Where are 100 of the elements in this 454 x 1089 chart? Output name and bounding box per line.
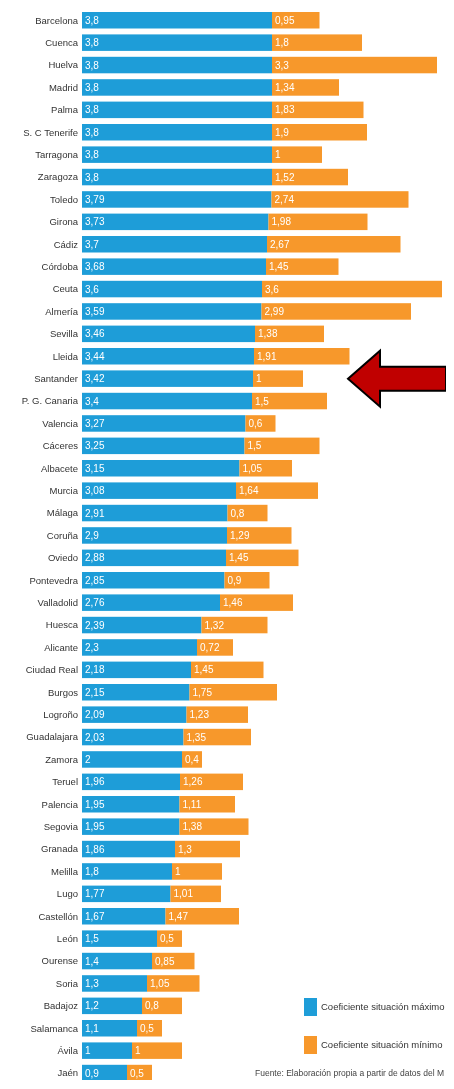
bar	[272, 56, 437, 74]
data-label: 3,3	[275, 59, 290, 71]
data-label: 1,45	[229, 552, 249, 564]
y-tick-label: Ávila	[57, 1044, 79, 1056]
data-label: 1,8	[275, 37, 290, 49]
y-tick-label: Tarragona	[35, 148, 79, 160]
data-label: 2,99	[264, 305, 285, 317]
y-tick-label: Palencia	[41, 798, 79, 810]
data-label: 1,5	[255, 395, 270, 407]
data-label: 3,8	[85, 126, 100, 138]
bar	[267, 236, 401, 253]
bar	[262, 280, 442, 298]
bar	[82, 616, 202, 634]
data-label: 3,4	[85, 395, 100, 407]
y-tick-label: Huelva	[48, 59, 79, 71]
bar	[82, 594, 220, 611]
data-label: 1,5	[247, 440, 262, 452]
data-label: 3,8	[85, 59, 100, 71]
data-label: 2	[85, 753, 91, 765]
y-tick-label: Murcia	[49, 484, 79, 496]
data-label: 1,01	[173, 888, 194, 900]
data-label: 3,6	[85, 283, 100, 295]
data-label: 2,03	[85, 731, 105, 743]
data-label: 1,2	[85, 1000, 100, 1012]
bar	[165, 908, 239, 925]
y-tick-label: Barcelona	[35, 14, 79, 26]
data-label: 1,05	[242, 462, 263, 474]
bar	[82, 840, 175, 858]
bar	[82, 751, 182, 768]
bar	[244, 437, 320, 455]
data-label: 3,25	[85, 440, 105, 452]
data-label: 2,3	[85, 641, 100, 653]
data-label: 2,18	[85, 664, 105, 676]
bar	[253, 370, 303, 387]
data-label: 3,8	[85, 104, 100, 116]
data-label: 1,1	[85, 1022, 100, 1034]
bar	[82, 1042, 132, 1059]
bar	[254, 348, 350, 365]
y-tick-label: Coruña	[46, 529, 79, 541]
data-label: 0,8	[145, 1000, 160, 1012]
y-tick-label: Santander	[34, 372, 78, 384]
y-tick-label: Melilla	[51, 865, 79, 877]
y-tick-label: Girona	[49, 216, 79, 228]
bar	[82, 818, 180, 835]
data-label: 1	[256, 373, 262, 385]
bar	[261, 303, 411, 320]
data-label: 1,05	[150, 977, 170, 989]
data-label: 2,88	[85, 552, 105, 564]
y-tick-label: Logroño	[43, 708, 78, 720]
data-label: 2,91	[85, 507, 105, 519]
data-label: 3,08	[85, 485, 105, 497]
data-label: 3,15	[85, 462, 105, 474]
data-label: 2,39	[85, 619, 105, 631]
data-label: 3,27	[85, 417, 105, 429]
bar	[82, 952, 152, 970]
data-label: 0,5	[160, 933, 175, 945]
bar	[82, 280, 262, 298]
y-tick-label: Toledo	[50, 193, 78, 205]
bar	[82, 124, 272, 141]
bar	[236, 482, 318, 499]
bar	[82, 12, 272, 29]
data-label: 1,38	[182, 821, 203, 833]
bar	[239, 460, 292, 477]
data-label: 3,8	[85, 81, 100, 93]
y-tick-label: Cádiz	[53, 238, 79, 250]
y-tick-label: Castellón	[38, 910, 78, 922]
bar	[220, 594, 293, 611]
data-label: 2,09	[85, 709, 105, 721]
y-tick-label: Teruel	[52, 776, 78, 788]
bar	[132, 1042, 182, 1059]
bar	[272, 101, 364, 119]
bar	[191, 661, 264, 679]
y-tick-label: Lleida	[52, 350, 79, 362]
y-tick-label: Soria	[55, 977, 79, 989]
bar	[82, 908, 166, 925]
data-label: 0,8	[230, 507, 245, 519]
bar	[82, 885, 171, 903]
bar	[82, 34, 272, 51]
bar	[272, 146, 322, 163]
y-tick-label: Granada	[41, 843, 79, 855]
bar	[82, 392, 252, 410]
bar	[82, 863, 172, 880]
data-label: 0,72	[200, 641, 220, 653]
data-label: 3,8	[85, 149, 100, 161]
bar	[82, 56, 272, 74]
bar	[82, 79, 272, 96]
data-label: 3,8	[85, 171, 100, 183]
legend-label: Coeficiente situación mínimo	[321, 1039, 443, 1051]
data-label: 1	[175, 865, 181, 877]
data-label: 0,6	[248, 417, 263, 429]
data-label: 0,9	[85, 1067, 100, 1079]
bar	[82, 661, 191, 679]
data-label: 3,7	[85, 238, 100, 250]
y-tick-label: Lugo	[56, 888, 78, 900]
bar	[82, 572, 225, 589]
data-label: 1,29	[230, 529, 250, 541]
data-label: 1,38	[258, 328, 278, 340]
data-label: 3,46	[85, 328, 105, 340]
data-label: 0,4	[185, 753, 200, 765]
data-label: 1,35	[186, 731, 207, 743]
